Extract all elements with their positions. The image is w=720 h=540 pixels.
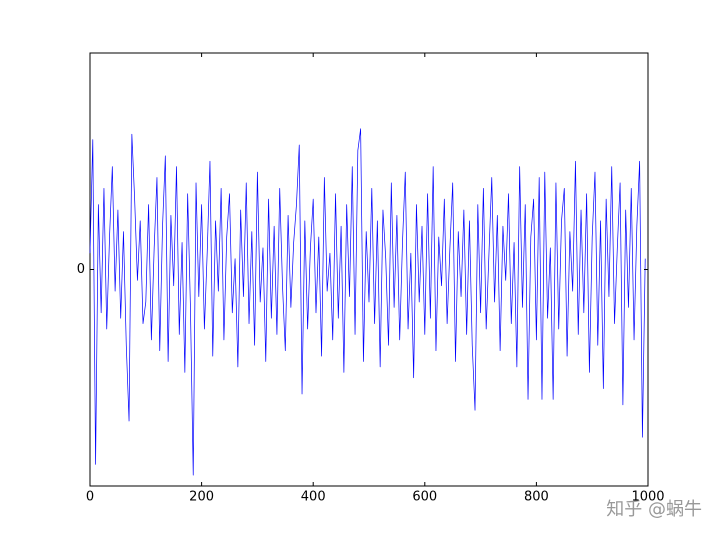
- y-tick-label: 0: [77, 262, 85, 277]
- data-line: [89, 128, 646, 476]
- x-tick-label: 400: [301, 490, 326, 505]
- x-tick-label: 800: [524, 490, 549, 505]
- x-tick-label: 0: [86, 490, 94, 505]
- x-tick-label: 1000: [631, 490, 664, 505]
- x-tick-label: 200: [189, 490, 214, 505]
- plot-frame: [89, 52, 649, 487]
- x-tick-label: 600: [412, 490, 437, 505]
- watermark: 知乎 @蜗牛: [606, 499, 702, 520]
